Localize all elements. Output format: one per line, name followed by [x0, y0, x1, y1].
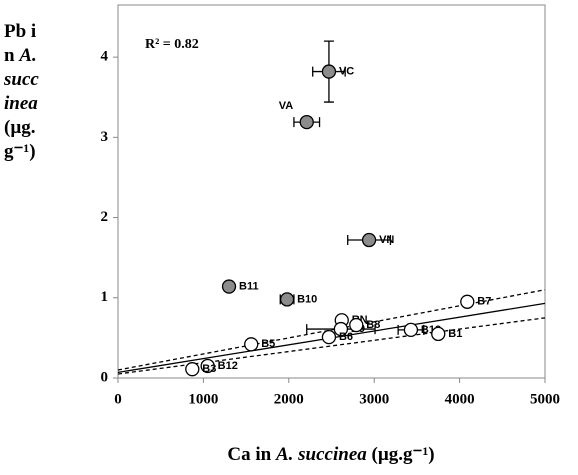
point [244, 337, 259, 352]
y-axis-label: Pb in A. succinea (µg.g⁻¹) [4, 20, 44, 372]
y-label-part: A. succinea [4, 45, 39, 114]
x-label-part: Ca in [227, 444, 276, 465]
plot-frame [117, 4, 546, 379]
point [403, 322, 419, 338]
point-label: B12 [218, 360, 238, 372]
point-label: B8 [366, 319, 380, 331]
y-label-part: (µg.g⁻¹) [4, 117, 36, 162]
x-label-part: A. succinea [275, 444, 367, 465]
point [321, 64, 337, 79]
annotation: R² = 0.82 [145, 37, 199, 52]
point-label: B7 [477, 296, 491, 308]
x-tick-label: 4000 [445, 391, 475, 407]
point [349, 317, 364, 333]
point-label: VA [279, 100, 294, 112]
y-tick-label: 3 [101, 129, 109, 145]
point [221, 279, 237, 294]
x-tick-label: 1000 [188, 391, 218, 407]
point [279, 292, 295, 307]
point [361, 232, 377, 248]
point [200, 358, 215, 374]
y-tick-label: 2 [101, 209, 109, 225]
point [321, 329, 337, 345]
point-label: B6 [339, 331, 353, 343]
fit-line [117, 289, 546, 371]
fit-line [117, 317, 546, 375]
y-tick-label: 1 [101, 289, 109, 305]
point-label: B10 [297, 293, 317, 305]
point [333, 321, 349, 337]
point-label: VN [379, 234, 394, 246]
x-label-part: (µg.g⁻¹) [367, 444, 435, 465]
y-tick-label: 0 [101, 369, 109, 385]
y-tick-label: 4 [101, 49, 109, 65]
point [299, 114, 314, 130]
point [431, 326, 446, 342]
x-axis-label: Ca in A. succinea (µg.g⁻¹) [227, 444, 434, 465]
point-label: B3 [202, 363, 216, 375]
x-tick-label: 3000 [359, 391, 389, 407]
y-label-part: Pb in [4, 21, 37, 66]
x-tick-label: 0 [114, 391, 122, 407]
point [185, 362, 200, 377]
x-tick-label: 2000 [274, 391, 304, 407]
point-label: B5 [261, 338, 275, 350]
point [460, 294, 475, 309]
point-label: VC [339, 65, 354, 77]
x-tick-label: 5000 [530, 391, 560, 407]
point-label: B11 [239, 280, 259, 292]
point-label: B1 [448, 328, 462, 340]
